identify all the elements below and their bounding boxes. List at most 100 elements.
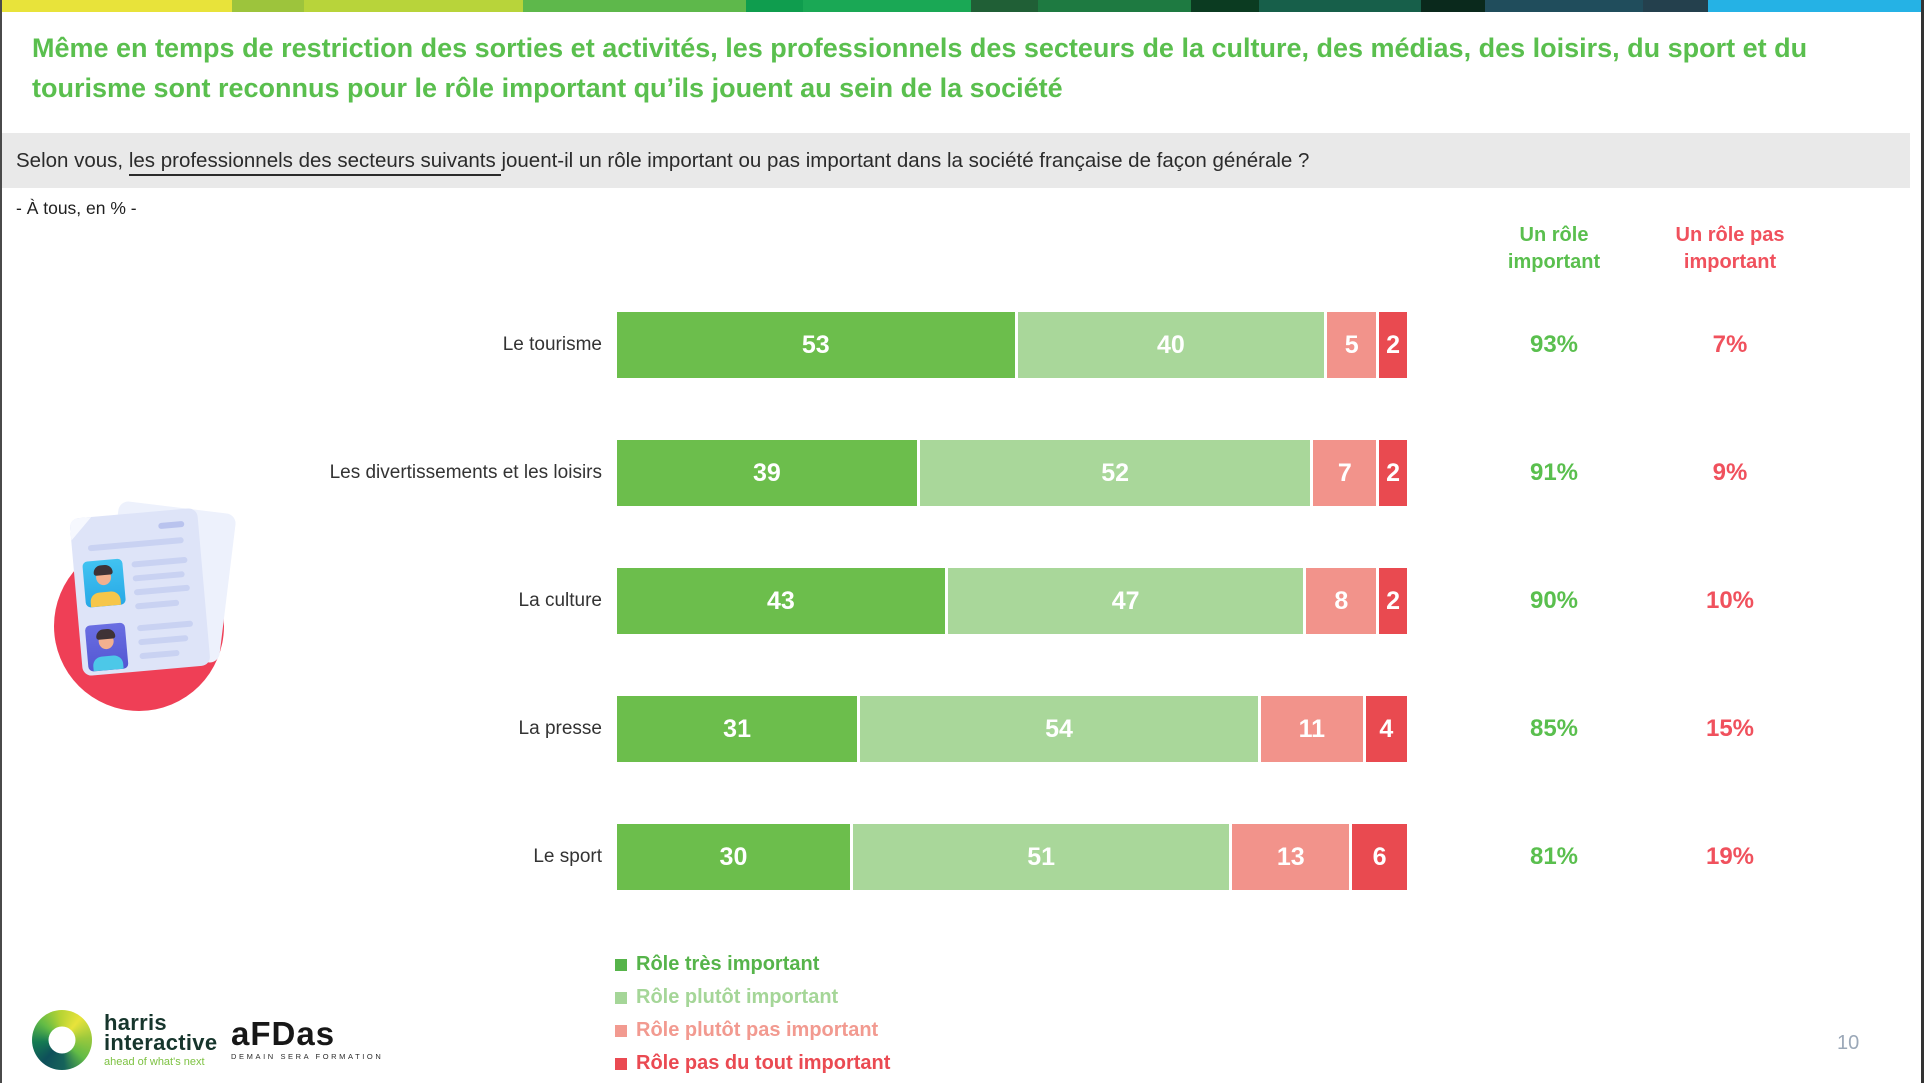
total-not-important-value: 19% bbox=[1705, 843, 1755, 870]
page-number: 10 bbox=[1837, 1032, 1860, 1054]
avatar-torso bbox=[92, 654, 124, 672]
slide-title: Même en temps de restriction des sorties… bbox=[32, 33, 1808, 103]
bar-value-label: 39 bbox=[753, 458, 781, 487]
text-line bbox=[134, 599, 180, 610]
text-line bbox=[139, 649, 180, 660]
harris-logo-text: harris interactive ahead of what's next bbox=[104, 1009, 217, 1068]
harris-name-line1: harris bbox=[104, 1009, 167, 1035]
legend-item: Rôle plutôt pas important bbox=[615, 1014, 890, 1047]
total-important-value: 93% bbox=[1529, 331, 1579, 358]
question-underlined-text: les professionnels des secteurs suivants bbox=[128, 148, 502, 176]
legend-label: Rôle très important bbox=[636, 953, 820, 975]
harris-tagline: ahead of what's next bbox=[104, 1055, 205, 1068]
legend-label: Rôle plutôt important bbox=[636, 986, 839, 1008]
bar-value-label: 11 bbox=[1298, 714, 1326, 743]
stacked-bar: 53 40 5 2 bbox=[617, 312, 1407, 378]
stacked-bar-chart: Le tourisme 53 40 5 2 93% 7% Les divertisse… bbox=[2, 312, 1921, 952]
brand-color-segment bbox=[803, 0, 971, 12]
harris-ring-icon bbox=[32, 1010, 92, 1070]
bar-value-label: 31 bbox=[723, 714, 751, 743]
avatar-torso bbox=[89, 590, 122, 608]
afdas-logo: aFDas DEMAIN SERA FORMATION bbox=[231, 1015, 383, 1061]
text-line bbox=[131, 556, 188, 568]
total-important-value: 85% bbox=[1529, 715, 1579, 742]
brand-color-segment bbox=[304, 0, 523, 12]
legend-item: Rôle pas du tout important bbox=[615, 1047, 890, 1080]
category-label: Le sport bbox=[533, 846, 602, 867]
total-not-important-value: 15% bbox=[1705, 715, 1755, 742]
bar-segment: 5 bbox=[1327, 312, 1377, 378]
legend-swatch-icon bbox=[615, 1057, 627, 1070]
bar-segment: 11 bbox=[1260, 696, 1363, 762]
chart-row: Le sport 30 51 13 6 81% 19% bbox=[2, 824, 1921, 890]
legend-label: Rôle pas du tout important bbox=[636, 1052, 891, 1074]
chart-legend: Rôle très important Rôle plutôt important… bbox=[615, 948, 890, 1080]
bar-value-label: 13 bbox=[1276, 842, 1305, 871]
question-bar: Selon vous, les professionnels des secte… bbox=[2, 133, 1910, 188]
brand-color-segment bbox=[1191, 0, 1259, 12]
brand-color-segment bbox=[1708, 0, 1921, 12]
bar-value-label: 5 bbox=[1344, 330, 1359, 359]
bar-segment: 2 bbox=[1379, 440, 1407, 506]
stacked-bar: 39 52 7 2 bbox=[617, 440, 1407, 506]
bar-value-label: 2 bbox=[1386, 586, 1401, 615]
bar-value-label: 52 bbox=[1101, 458, 1130, 487]
bar-value-label: 8 bbox=[1334, 586, 1349, 615]
bar-segment: 2 bbox=[1379, 312, 1407, 378]
legend-swatch-icon bbox=[615, 991, 627, 1004]
brand-color-segment bbox=[746, 0, 803, 12]
total-not-important-value: 10% bbox=[1705, 587, 1755, 614]
total-important-value: 91% bbox=[1529, 459, 1579, 486]
total-important-value: 90% bbox=[1529, 587, 1579, 614]
brand-color-segment bbox=[1259, 0, 1421, 12]
audience-note: - À tous, en % - bbox=[16, 198, 137, 218]
document-page bbox=[69, 507, 211, 677]
bar-segment: 2 bbox=[1379, 568, 1408, 634]
question-text: Selon vous, les professionnels des secte… bbox=[16, 148, 1309, 176]
stacked-bar: 31 54 11 4 bbox=[617, 696, 1408, 762]
chart-row: Le tourisme 53 40 5 2 93% 7% bbox=[2, 312, 1921, 378]
total-not-important-value: 9% bbox=[1712, 459, 1748, 486]
text-line bbox=[133, 584, 191, 596]
bar-segment: 30 bbox=[617, 824, 850, 890]
brand-color-segment bbox=[232, 0, 304, 12]
profile-photo-icon bbox=[84, 622, 129, 672]
text-line bbox=[132, 571, 185, 582]
bar-value-label: 2 bbox=[1386, 330, 1401, 359]
text-line bbox=[158, 520, 185, 530]
brand-color-segment bbox=[2, 0, 232, 12]
bar-segment: 51 bbox=[852, 824, 1230, 890]
bar-segment: 47 bbox=[947, 568, 1304, 634]
column-header-not-important: Un rôle pas important bbox=[1675, 224, 1785, 273]
brand-color-segment bbox=[1643, 0, 1708, 12]
page-fold-corner bbox=[69, 517, 93, 541]
bar-value-label: 53 bbox=[801, 330, 830, 359]
stacked-bar: 30 51 13 6 bbox=[617, 824, 1407, 890]
bar-value-label: 43 bbox=[766, 586, 795, 615]
text-line bbox=[138, 634, 189, 646]
chart-row: La culture 43 47 8 2 90% 10% bbox=[2, 568, 1921, 634]
category-label: Le tourisme bbox=[502, 334, 602, 355]
bar-value-label: 40 bbox=[1157, 330, 1185, 359]
afdas-name: aFDas bbox=[231, 1015, 336, 1052]
bar-segment: 31 bbox=[617, 696, 858, 762]
bar-segment: 7 bbox=[1313, 440, 1377, 506]
bar-segment: 13 bbox=[1232, 824, 1350, 890]
stacked-bar: 43 47 8 2 bbox=[617, 568, 1408, 634]
brand-color-segment bbox=[1038, 0, 1191, 12]
category-label: La presse bbox=[518, 718, 602, 739]
bar-segment: 39 bbox=[617, 440, 917, 506]
bar-value-label: 54 bbox=[1045, 714, 1073, 743]
legend-item: Rôle plutôt important bbox=[615, 981, 890, 1014]
survey-document-illustration bbox=[54, 500, 239, 711]
legend-swatch-icon bbox=[615, 1024, 627, 1037]
bar-value-label: 6 bbox=[1372, 842, 1387, 871]
text-line bbox=[136, 620, 194, 632]
brand-color-segment bbox=[1421, 0, 1485, 12]
harris-interactive-logo: harris interactive ahead of what's next bbox=[32, 1010, 217, 1070]
bar-value-label: 4 bbox=[1379, 714, 1394, 743]
profile-photo-icon bbox=[82, 558, 127, 608]
chart-row: La presse 31 54 11 4 85% 15% bbox=[2, 696, 1921, 762]
bar-segment: 6 bbox=[1352, 824, 1407, 890]
